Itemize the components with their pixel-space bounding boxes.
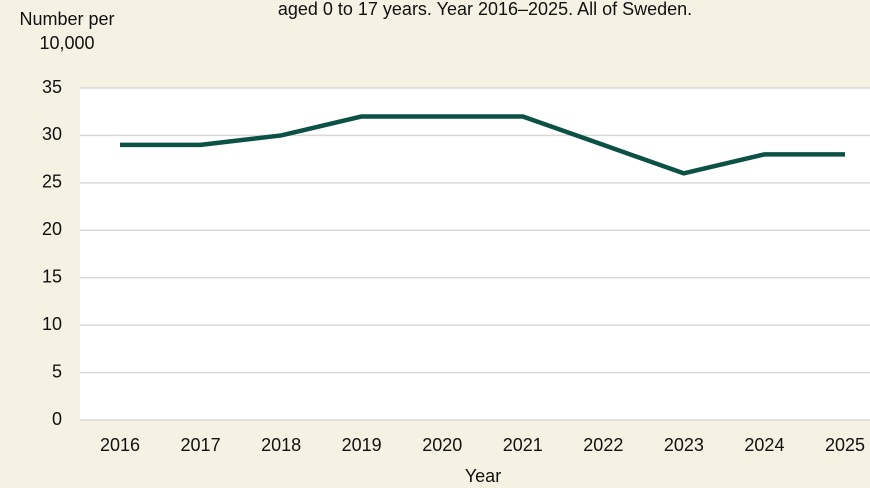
y-tick-label: 30 bbox=[42, 124, 62, 144]
y-axis-label: 10,000 bbox=[39, 33, 94, 53]
x-tick-label: 2017 bbox=[181, 435, 221, 455]
x-tick-label: 2016 bbox=[100, 435, 140, 455]
y-tick-label: 15 bbox=[42, 266, 62, 286]
x-axis-label: Year bbox=[465, 466, 501, 486]
y-tick-label: 35 bbox=[42, 77, 62, 97]
x-tick-label: 2023 bbox=[664, 435, 704, 455]
chart-title: aged 0 to 17 years. Year 2016–2025. All … bbox=[278, 0, 692, 19]
y-axis-label: Number per bbox=[19, 9, 114, 29]
y-tick-label: 5 bbox=[52, 361, 62, 381]
x-tick-label: 2020 bbox=[422, 435, 462, 455]
line-series bbox=[120, 114, 845, 176]
x-tick-label: 2022 bbox=[583, 435, 623, 455]
x-tick-label: 2021 bbox=[503, 435, 543, 455]
y-tick-label: 10 bbox=[42, 314, 62, 334]
x-tick-label: 2025 bbox=[825, 435, 865, 455]
x-tick-label: 2019 bbox=[342, 435, 382, 455]
x-tick-label: 2024 bbox=[744, 435, 784, 455]
y-tick-label: 20 bbox=[42, 219, 62, 239]
y-tick-label: 0 bbox=[52, 409, 62, 429]
plot-area bbox=[80, 88, 870, 420]
y-tick-label: 25 bbox=[42, 172, 62, 192]
x-tick-label: 2018 bbox=[261, 435, 301, 455]
